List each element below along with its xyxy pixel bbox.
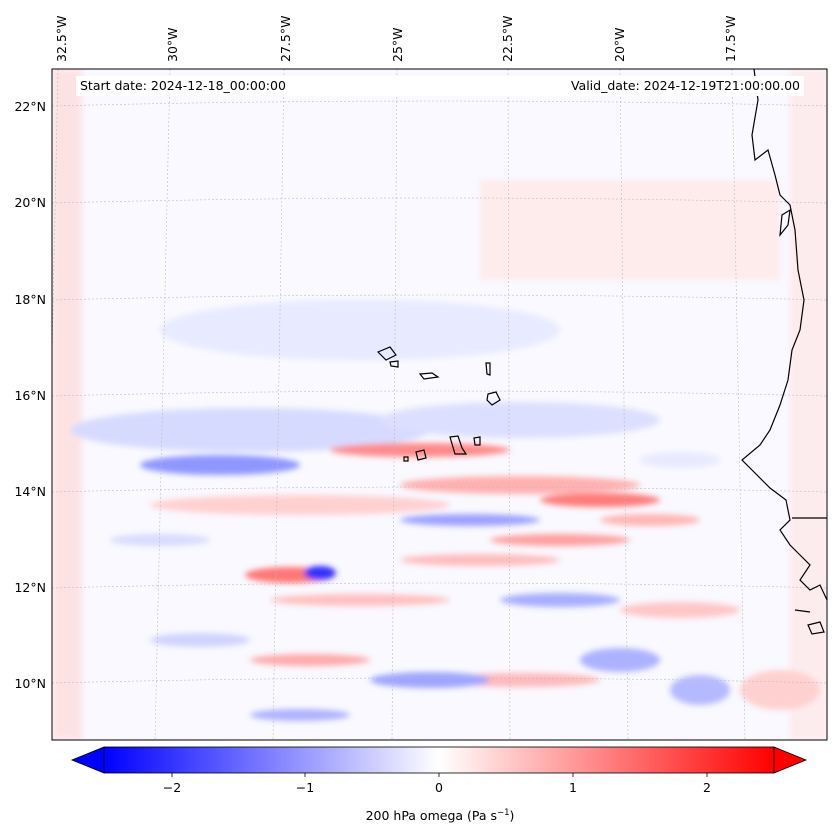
colorbar-label-prefix: 200 hPa omega (Pa s <box>366 808 497 823</box>
lon-label-32-5w: 32.5°W <box>54 16 69 62</box>
lat-label-12n: 12°N <box>14 580 46 595</box>
latitude-labels: 22°N 20°N 18°N 16°N 14°N 12°N 10°N <box>14 99 46 691</box>
island-sao-nicolau <box>418 372 440 380</box>
lon-label-30w: 30°W <box>165 27 180 62</box>
valid-date-label: Valid_date: 2024-12-19T21:00:00.00 <box>571 78 800 93</box>
colorbar-tick-1: 1 <box>569 780 577 795</box>
colorbar-extend-min <box>70 746 105 774</box>
island-boa-vista <box>486 391 501 406</box>
lon-label-27-5w: 27.5°W <box>278 16 293 62</box>
colorbar-label-exponent: −1 <box>497 808 510 818</box>
lat-label-10n: 10°N <box>14 676 46 691</box>
map-frame <box>51 68 828 741</box>
lat-label-18n: 18°N <box>14 292 46 307</box>
island-fogo <box>415 449 427 461</box>
island-sal <box>485 362 491 376</box>
island-santiago <box>449 435 468 455</box>
colorbar-tick-neg1: −1 <box>296 780 314 795</box>
lat-label-22n: 22°N <box>14 99 46 114</box>
lat-label-20n: 20°N <box>14 195 46 210</box>
island-maio <box>473 436 481 446</box>
longitude-labels: 32.5°W 30°W 27.5°W 25°W 22.5°W 20°W 17.5… <box>54 16 738 62</box>
lat-label-14n: 14°N <box>14 484 46 499</box>
start-date-label: Start date: 2024-12-18_00:00:00 <box>80 78 286 93</box>
omega-field <box>52 69 827 740</box>
colorbar: −2 −1 0 1 2 200 hPa omega (Pa s−1) <box>70 746 808 823</box>
lon-label-20w: 20°W <box>612 27 627 62</box>
island-brava <box>403 456 409 462</box>
colorbar-tick-2: 2 <box>703 780 711 795</box>
island-santo-antao <box>376 346 397 361</box>
colorbar-extend-max <box>773 746 808 774</box>
lon-label-22-5w: 22.5°W <box>500 16 515 62</box>
colorbar-tick-neg2: −2 <box>163 780 181 795</box>
colorbar-label: 200 hPa omega (Pa s−1) <box>366 808 515 823</box>
colorbar-label-suffix: ) <box>510 808 515 823</box>
island-sao-vicente <box>389 360 399 368</box>
africa-coastline <box>741 69 827 601</box>
lon-label-25w: 25°W <box>390 27 405 62</box>
colorbar-body <box>103 746 775 774</box>
lat-label-16n: 16°N <box>14 388 46 403</box>
header-box <box>76 76 804 96</box>
colorbar-tick-0: 0 <box>435 780 443 795</box>
graticule <box>52 69 827 740</box>
coastlines <box>376 69 827 635</box>
lon-label-17-5w: 17.5°W <box>723 16 738 62</box>
